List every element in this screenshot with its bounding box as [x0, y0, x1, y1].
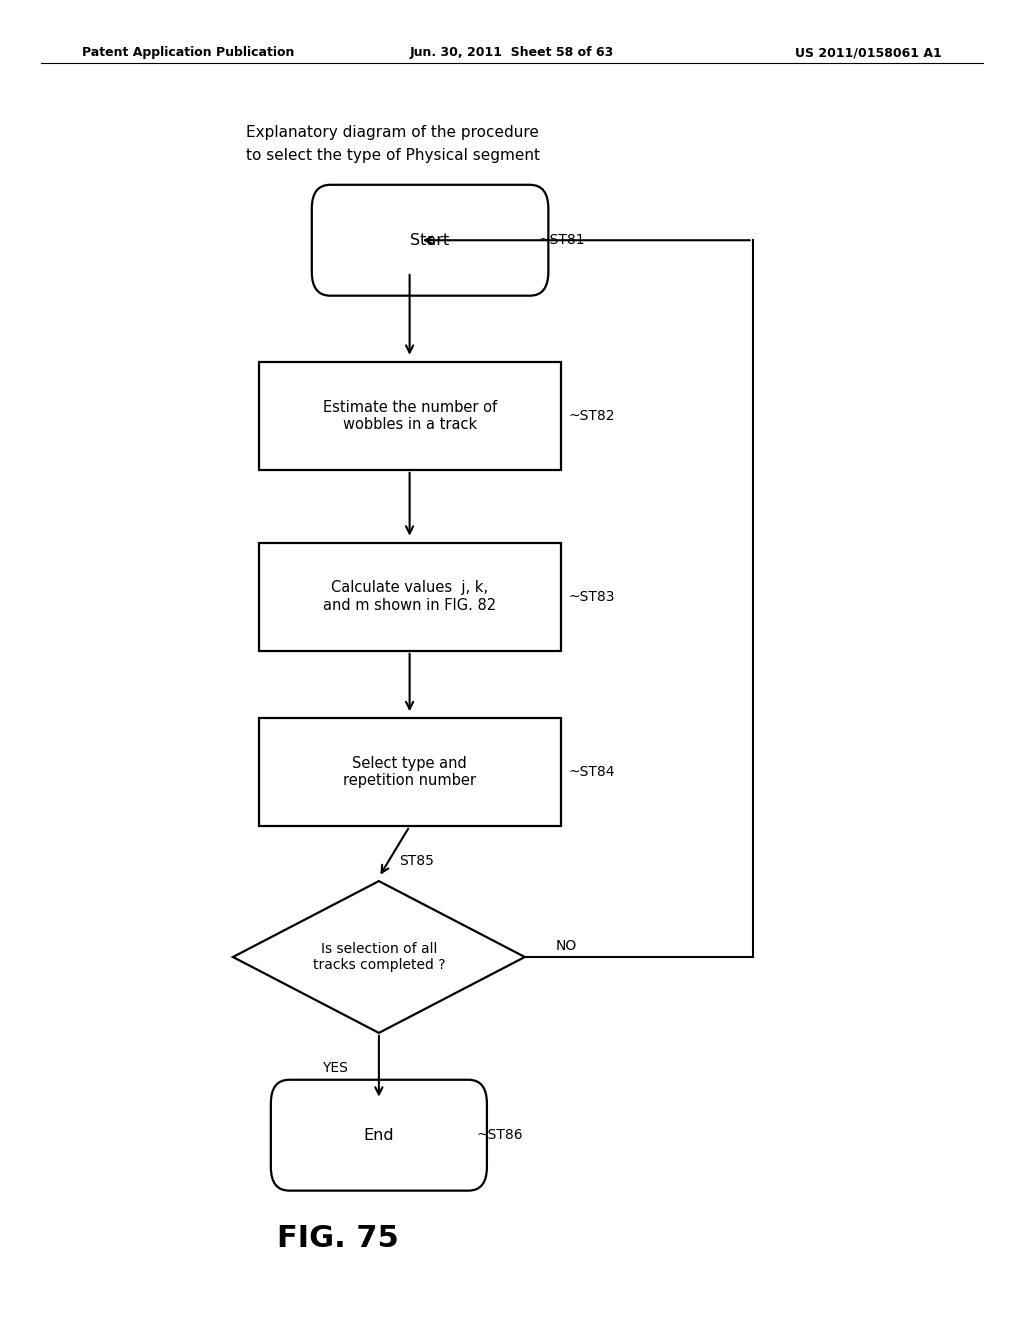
- Bar: [259, 718, 561, 826]
- Text: ~ST86: ~ST86: [477, 1129, 523, 1142]
- Text: US 2011/0158061 A1: US 2011/0158061 A1: [796, 46, 942, 59]
- Text: Jun. 30, 2011  Sheet 58 of 63: Jun. 30, 2011 Sheet 58 of 63: [410, 46, 614, 59]
- Text: Is selection of all
tracks completed ?: Is selection of all tracks completed ?: [312, 942, 445, 972]
- FancyBboxPatch shape: [311, 185, 549, 296]
- Text: ST85: ST85: [399, 854, 434, 869]
- Text: Explanatory diagram of the procedure: Explanatory diagram of the procedure: [246, 124, 539, 140]
- Text: Start: Start: [411, 232, 450, 248]
- Text: YES: YES: [323, 1061, 348, 1076]
- Text: ~ST81: ~ST81: [539, 234, 585, 247]
- FancyBboxPatch shape: [270, 1080, 486, 1191]
- Text: to select the type of Physical segment: to select the type of Physical segment: [246, 148, 540, 164]
- Polygon shape: [233, 882, 524, 1032]
- Text: ~ST83: ~ST83: [569, 590, 615, 603]
- Bar: [259, 362, 561, 470]
- Text: ~ST84: ~ST84: [569, 766, 615, 779]
- Text: Calculate values  j, k,
and m shown in FIG. 82: Calculate values j, k, and m shown in FI…: [323, 581, 497, 612]
- Text: End: End: [364, 1127, 394, 1143]
- Text: Estimate the number of
wobbles in a track: Estimate the number of wobbles in a trac…: [323, 400, 497, 432]
- Text: Patent Application Publication: Patent Application Publication: [82, 46, 294, 59]
- Text: Select type and
repetition number: Select type and repetition number: [343, 756, 476, 788]
- Text: NO: NO: [555, 940, 577, 953]
- Text: FIG. 75: FIG. 75: [278, 1224, 398, 1253]
- Text: ~ST82: ~ST82: [569, 409, 615, 422]
- Bar: [259, 543, 561, 651]
